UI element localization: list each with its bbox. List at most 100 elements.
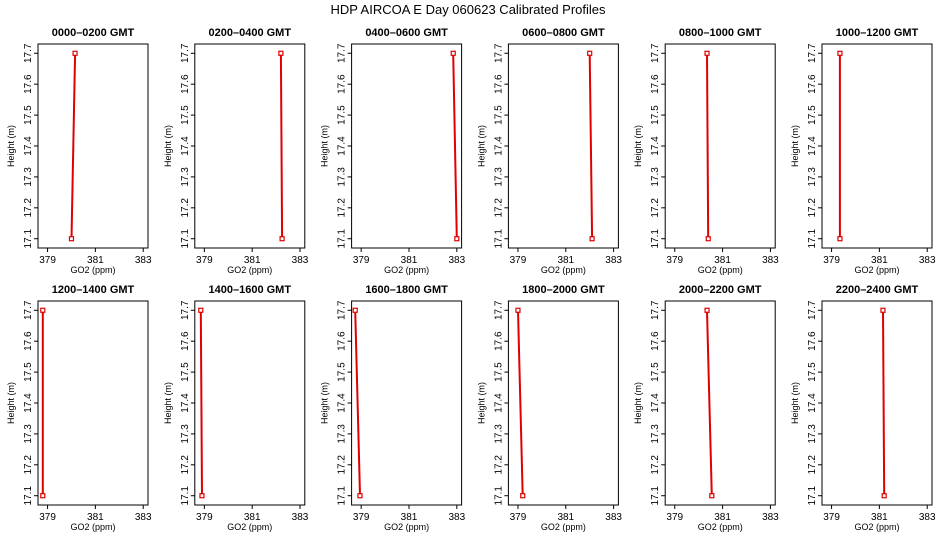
y-tick-label: 17.4 [807,136,818,156]
x-tick-label: 381 [401,255,418,266]
profile-panel-12: 2200–2400 GMT 379 381 383 17.1 17.2 17.3 17.4 17… [790,284,936,532]
y-tick-label: 17.1 [337,486,348,506]
y-tick-label: 17.3 [650,167,661,187]
y-axis-label: Height (m) [790,125,800,167]
y-tick-label: 17.7 [23,43,34,63]
y-tick-label: 17.7 [807,300,818,320]
profile-point [450,50,456,56]
profile-line [70,53,77,239]
plot-frame [194,300,306,506]
profile-point [704,50,710,56]
x-tick-label: 379 [666,512,683,523]
x-tick-label: 381 [87,512,104,523]
y-tick-label: 17.1 [493,486,504,506]
y-tick-label: 17.7 [23,300,34,320]
x-tick-label: 379 [39,255,56,266]
y-axis-label: Height (m) [320,125,330,167]
y-tick-label: 17.2 [493,455,504,475]
panel-title: 1200–1400 GMT [52,284,135,296]
profile-point [880,307,886,313]
y-tick-label: 17.6 [650,74,661,94]
profile-point [704,307,710,313]
panels-grid: 0000–0200 GMT 379 381 383 17.1 17.2 17.3 17.4 17… [6,27,936,532]
y-tick-label: 17.2 [180,198,191,218]
x-axis-label: GO2 (ppm) [227,265,272,275]
x-tick-label: 383 [919,512,936,523]
x-tick-label: 379 [353,512,370,523]
y-tick-label: 17.2 [337,455,348,475]
plot-frame [37,300,149,506]
x-axis-label: GO2 (ppm) [70,265,115,275]
profile-point [589,236,595,242]
x-tick-label: 381 [557,512,574,523]
y-tick-label: 17.3 [337,424,348,444]
x-tick-label: 379 [823,255,840,266]
y-tick-label: 17.6 [337,74,348,94]
profile-line [588,53,594,239]
y-tick-label: 17.3 [650,424,661,444]
profile-point [40,307,46,313]
y-tick-label: 17.4 [337,136,348,156]
y-tick-label: 17.7 [493,300,504,320]
y-tick-label: 17.5 [493,105,504,125]
x-tick-label: 381 [244,512,261,523]
y-tick-label: 17.6 [180,74,191,94]
y-tick-label: 17.6 [807,331,818,351]
y-tick-label: 17.2 [337,198,348,218]
y-tick-label: 17.7 [650,300,661,320]
y-axis-label: Height (m) [790,382,800,424]
y-tick-label: 17.4 [493,393,504,413]
panel-title: 0800–1000 GMT [679,27,762,39]
panel-title: 0600–0800 GMT [522,27,605,39]
x-axis-label: GO2 (ppm) [227,522,272,532]
profile-line [882,310,886,496]
panel-title: 0200–0400 GMT [209,27,292,39]
profile-point [705,236,711,242]
y-tick-label: 17.3 [23,424,34,444]
profile-panel-1: 0000–0200 GMT 379 381 383 17.1 17.2 17.3 17.4 17… [6,27,152,275]
x-tick-label: 383 [605,255,622,266]
panel-title: 1400–1600 GMT [209,284,292,296]
profile-point [454,236,460,242]
x-tick-label: 379 [510,255,527,266]
profile-line [517,310,524,496]
y-axis-label: Height (m) [476,382,486,424]
profile-point [278,50,284,56]
panel-title: 0000–0200 GMT [52,27,135,39]
x-axis-label: GO2 (ppm) [384,522,429,532]
x-axis-label: GO2 (ppm) [698,522,743,532]
profile-panel-10: 1800–2000 GMT 379 381 383 17.1 17.2 17.3 17.4 17… [476,284,622,532]
profile-line [354,310,361,496]
plot-frame [664,43,776,249]
x-tick-label: 383 [605,512,622,523]
x-tick-label: 383 [919,255,936,266]
panel-title: 2200–2400 GMT [836,284,919,296]
y-axis-label: Height (m) [6,125,16,167]
y-axis-label: Height (m) [163,382,173,424]
y-tick-label: 17.3 [807,424,818,444]
profile-panel-7: 1200–1400 GMT 379 381 383 17.1 17.2 17.3 17.4 17… [6,284,152,532]
y-tick-label: 17.5 [23,105,34,125]
y-tick-label: 17.5 [650,105,661,125]
y-tick-label: 17.1 [180,486,191,506]
x-tick-label: 383 [135,512,152,523]
profile-point [357,493,363,499]
panel-title: 2000–2200 GMT [679,284,762,296]
profile-point [837,236,843,242]
x-tick-label: 381 [557,255,574,266]
x-tick-label: 383 [292,512,309,523]
plot-frame [664,300,776,506]
y-tick-label: 17.4 [650,393,661,413]
x-tick-label: 383 [448,255,465,266]
y-tick-label: 17.5 [337,105,348,125]
y-tick-label: 17.5 [23,362,34,382]
y-tick-label: 17.1 [650,486,661,506]
y-tick-label: 17.3 [337,167,348,187]
y-axis-label: Height (m) [320,382,330,424]
y-tick-label: 17.1 [650,229,661,249]
plot-frame [194,43,306,249]
plot-frame [507,43,619,249]
y-tick-label: 17.4 [23,136,34,156]
profile-panel-4: 0600–0800 GMT 379 381 383 17.1 17.2 17.3 17.4 17… [476,27,622,275]
